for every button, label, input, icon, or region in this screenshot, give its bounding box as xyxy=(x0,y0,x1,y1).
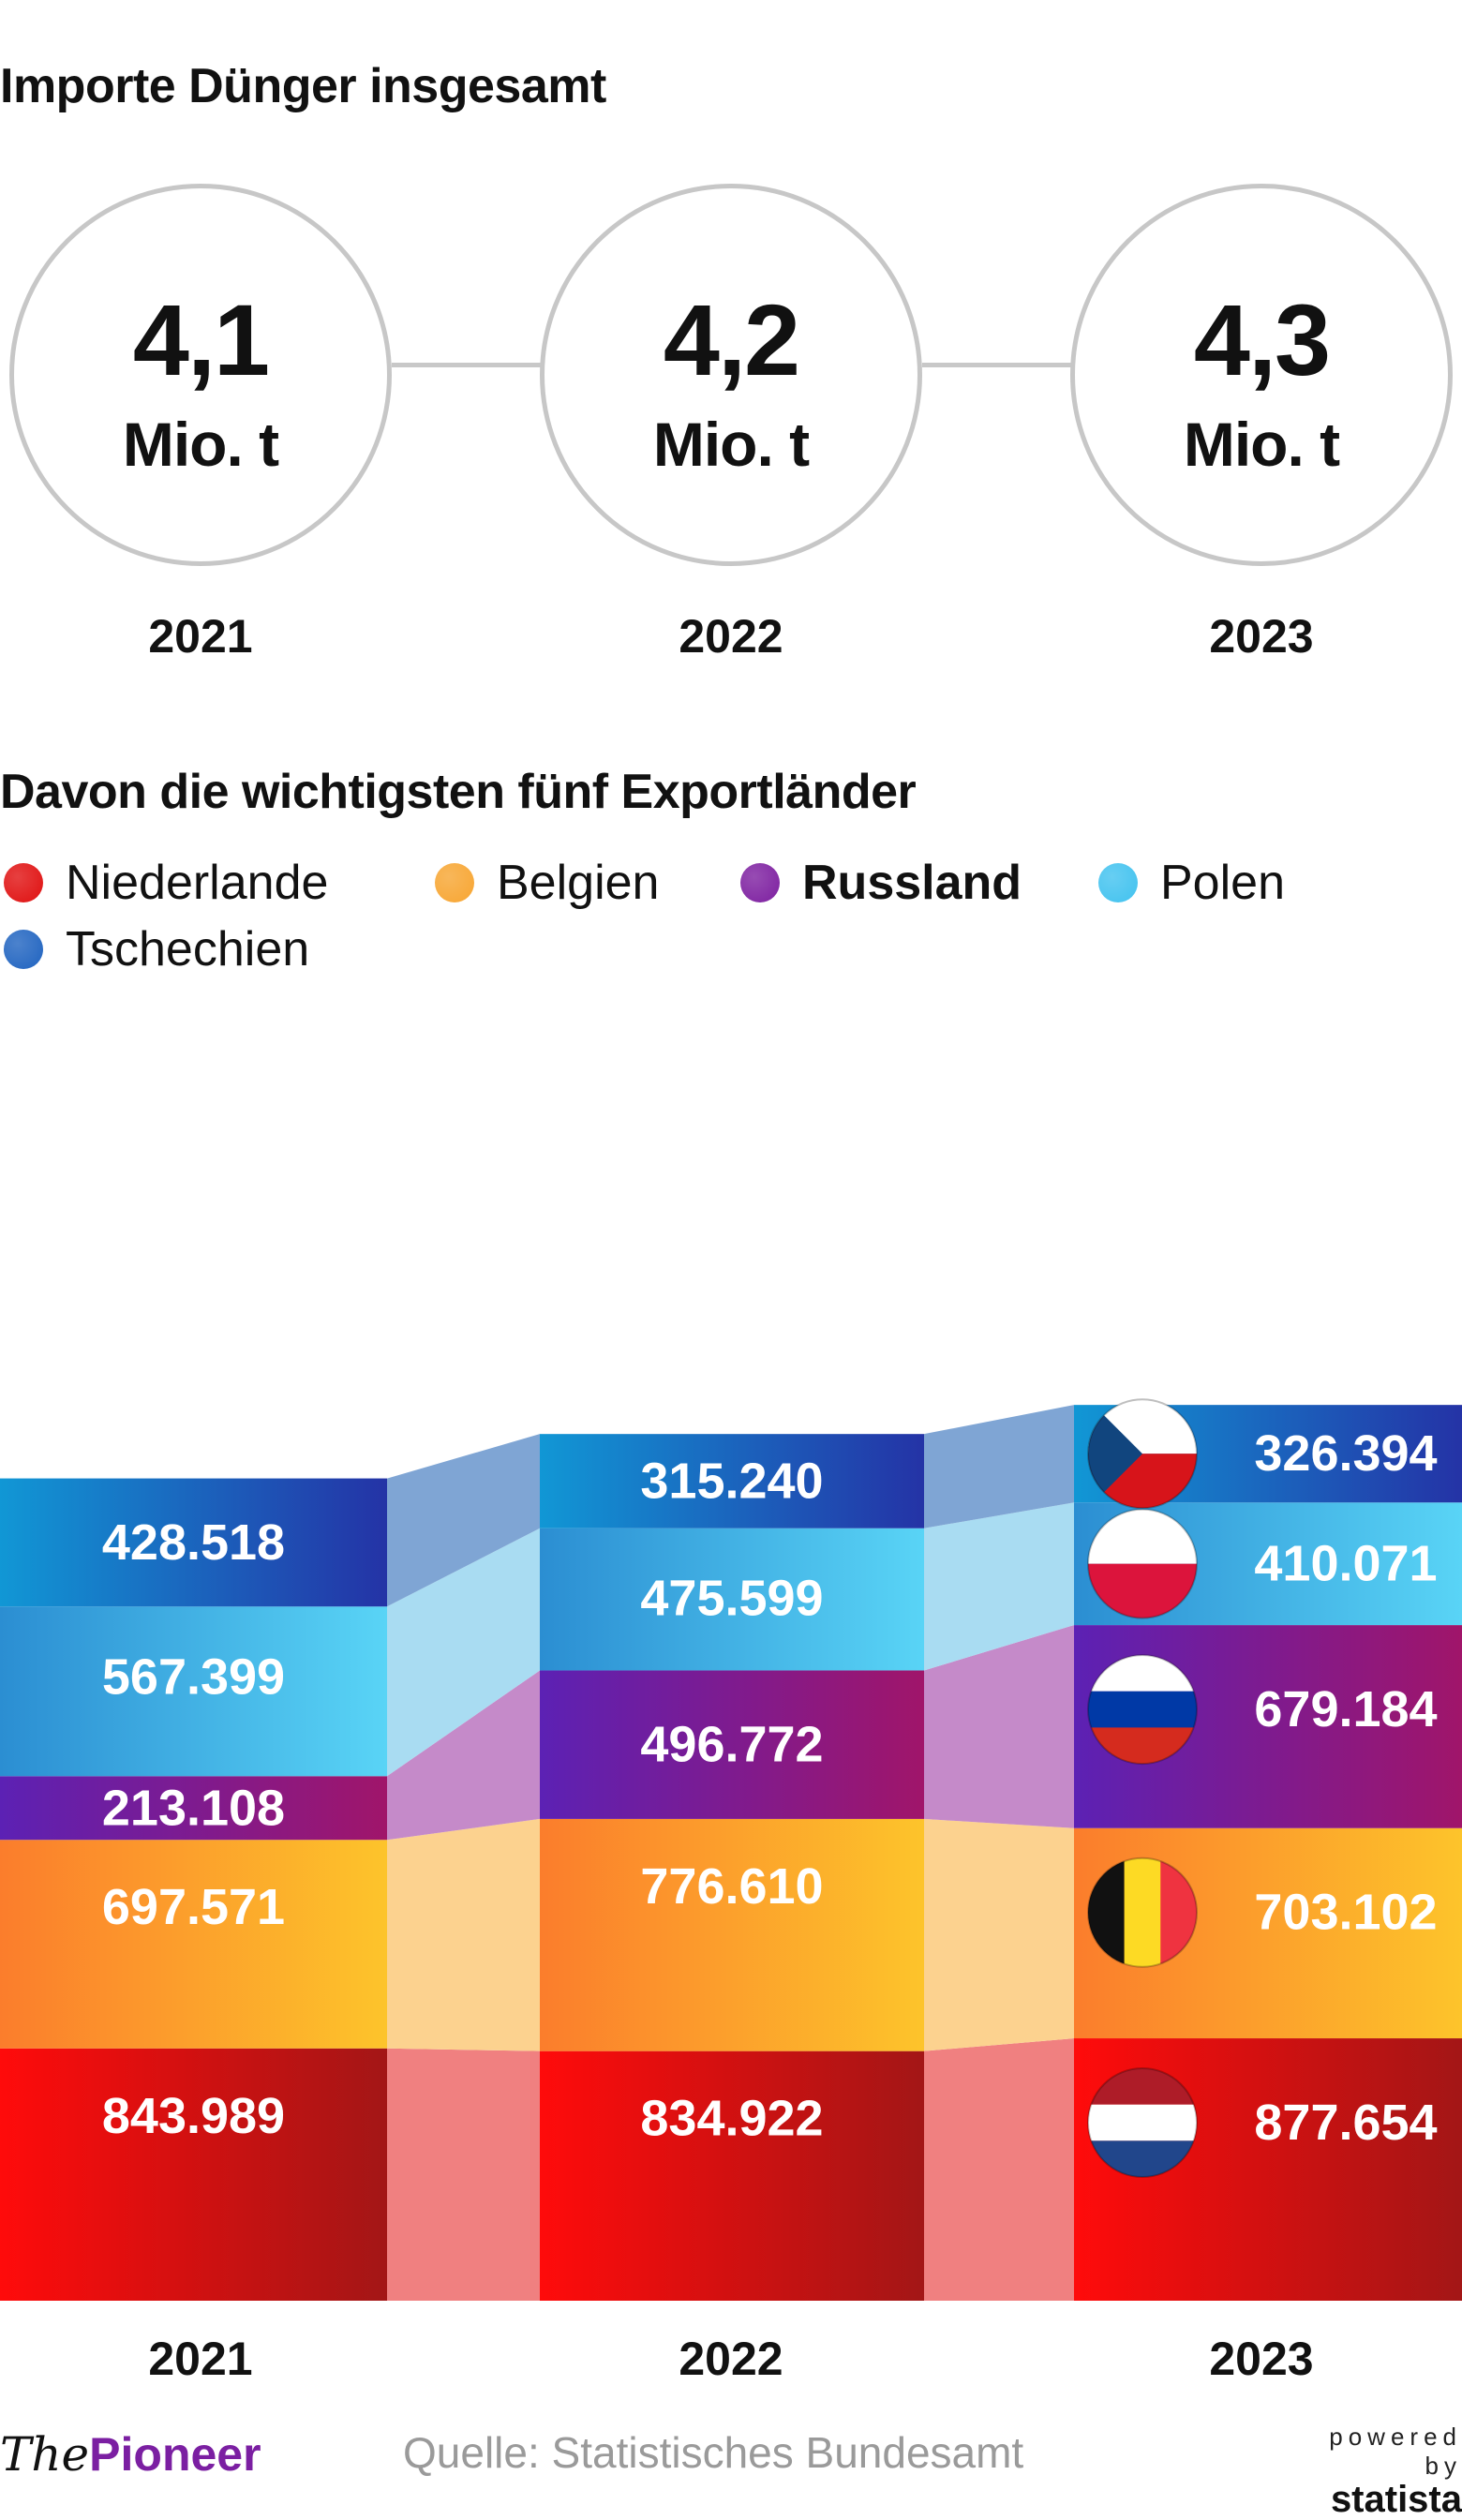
legend-item-niederlande: Niederlande xyxy=(4,855,328,911)
bar-niederlande-2021 xyxy=(0,2048,387,2301)
ribbon-russland-2022 xyxy=(924,1625,1074,1828)
ribbon-belgien-2022 xyxy=(924,1818,1074,2051)
bar-niederlande-2022 xyxy=(540,2050,924,2301)
legend-item-tschechien: Tschechien xyxy=(4,921,309,977)
statista-wordmark: statista xyxy=(1330,2479,1462,2520)
powered-by-text: powered by xyxy=(1329,2423,1462,2480)
value-label-niederlande-2022: 834.922 xyxy=(640,2091,823,2147)
value-label-belgien-2023: 703.102 xyxy=(1254,1885,1437,1941)
timeline-connector xyxy=(392,363,542,367)
bar-polen-2021 xyxy=(0,1606,387,1777)
legend-label: Polen xyxy=(1160,856,1285,910)
value-label-polen-2022: 475.599 xyxy=(640,1571,823,1627)
legend-item-belgien: Belgien xyxy=(435,855,659,911)
legend-label: Niederlande xyxy=(66,856,329,910)
legend-label: Russland xyxy=(802,856,1022,910)
statista-logo: powered by statista xyxy=(1284,2423,1462,2518)
brand-logo: ThePioneer xyxy=(0,2427,261,2482)
value-label-polen-2021: 567.399 xyxy=(102,1648,285,1705)
total-circle-2021: 4,1 Mio. t xyxy=(9,184,392,566)
x-tick-label: 2021 xyxy=(148,2333,253,2385)
value-label-russland-2021: 213.108 xyxy=(102,1780,285,1836)
ru-flag-icon xyxy=(1087,1654,1198,1766)
legend-label: Belgien xyxy=(497,856,660,910)
cz-flag-icon xyxy=(1087,1398,1198,1510)
legend-dot xyxy=(4,863,43,902)
bar-belgien-2022 xyxy=(540,1818,924,2051)
value-label-tschechien-2022: 315.240 xyxy=(640,1453,823,1509)
total-circle-2023: 4,3 Mio. t xyxy=(1070,184,1453,566)
legend-dot xyxy=(1098,863,1138,902)
total-value: 4,3 xyxy=(1193,283,1331,396)
ribbon-russland-2021 xyxy=(387,1670,540,1841)
pl-flag-icon xyxy=(1087,1508,1198,1619)
source-note: Quelle: Statistisches Bundesamt xyxy=(403,2428,1024,2477)
legend-label: Tschechien xyxy=(66,922,310,977)
legend-dot xyxy=(740,863,780,902)
bar-polen-2022 xyxy=(540,1528,924,1671)
timeline-connector xyxy=(922,363,1072,367)
brand-part-a: The xyxy=(0,2427,90,2482)
total-value: 4,1 xyxy=(132,283,270,396)
total-unit: Mio. t xyxy=(1183,410,1340,479)
bar-tschechien-2022 xyxy=(540,1434,924,1528)
total-unit: Mio. t xyxy=(122,410,279,479)
bar-tschechien-2021 xyxy=(0,1478,387,1607)
value-label-belgien-2021: 697.571 xyxy=(102,1879,285,1935)
value-label-polen-2023: 410.071 xyxy=(1254,1536,1437,1592)
total-year: 2023 xyxy=(1209,610,1314,663)
value-label-niederlande-2021: 843.989 xyxy=(102,2088,285,2144)
legend-dot xyxy=(4,930,43,969)
total-value: 4,2 xyxy=(663,283,800,396)
bar-russland-2022 xyxy=(540,1670,924,1819)
ribbon-niederlande-2022 xyxy=(924,2038,1074,2301)
total-unit: Mio. t xyxy=(652,410,810,479)
x-tick-label: 2022 xyxy=(679,2333,783,2385)
value-label-tschechien-2021: 428.518 xyxy=(102,1514,285,1571)
value-label-tschechien-2023: 326.394 xyxy=(1254,1425,1437,1482)
ribbon-tschechien-2022 xyxy=(924,1405,1074,1528)
value-label-niederlande-2023: 877.654 xyxy=(1254,2095,1437,2151)
total-circle-2022: 4,2 Mio. t xyxy=(540,184,922,566)
ribbon-polen-2022 xyxy=(924,1502,1074,1671)
legend-item-polen: Polen xyxy=(1098,855,1285,911)
nl-flag-icon xyxy=(1087,2067,1198,2179)
ribbon-polen-2021 xyxy=(387,1528,540,1777)
x-tick-label: 2023 xyxy=(1209,2333,1314,2385)
brand-part-b: Pioneer xyxy=(89,2428,261,2481)
be-flag-icon xyxy=(1087,1856,1198,1968)
value-label-russland-2022: 496.772 xyxy=(640,1717,823,1773)
chart-title: Davon die wichtigsten fünf Exportländer xyxy=(0,765,917,819)
total-year: 2022 xyxy=(679,610,783,663)
ribbon-belgien-2021 xyxy=(387,1818,540,2051)
value-label-russland-2023: 679.184 xyxy=(1254,1681,1437,1737)
bar-belgien-2021 xyxy=(0,1840,387,2049)
bar-russland-2021 xyxy=(0,1776,387,1841)
value-label-belgien-2022: 776.610 xyxy=(640,1858,823,1915)
total-year: 2021 xyxy=(148,610,253,663)
legend-dot xyxy=(435,863,474,902)
legend-item-russland: Russland xyxy=(740,855,1022,911)
ribbon-tschechien-2021 xyxy=(387,1434,540,1607)
ribbon-niederlande-2021 xyxy=(387,2048,540,2301)
totals-title: Importe Dünger insgesamt xyxy=(0,59,606,113)
